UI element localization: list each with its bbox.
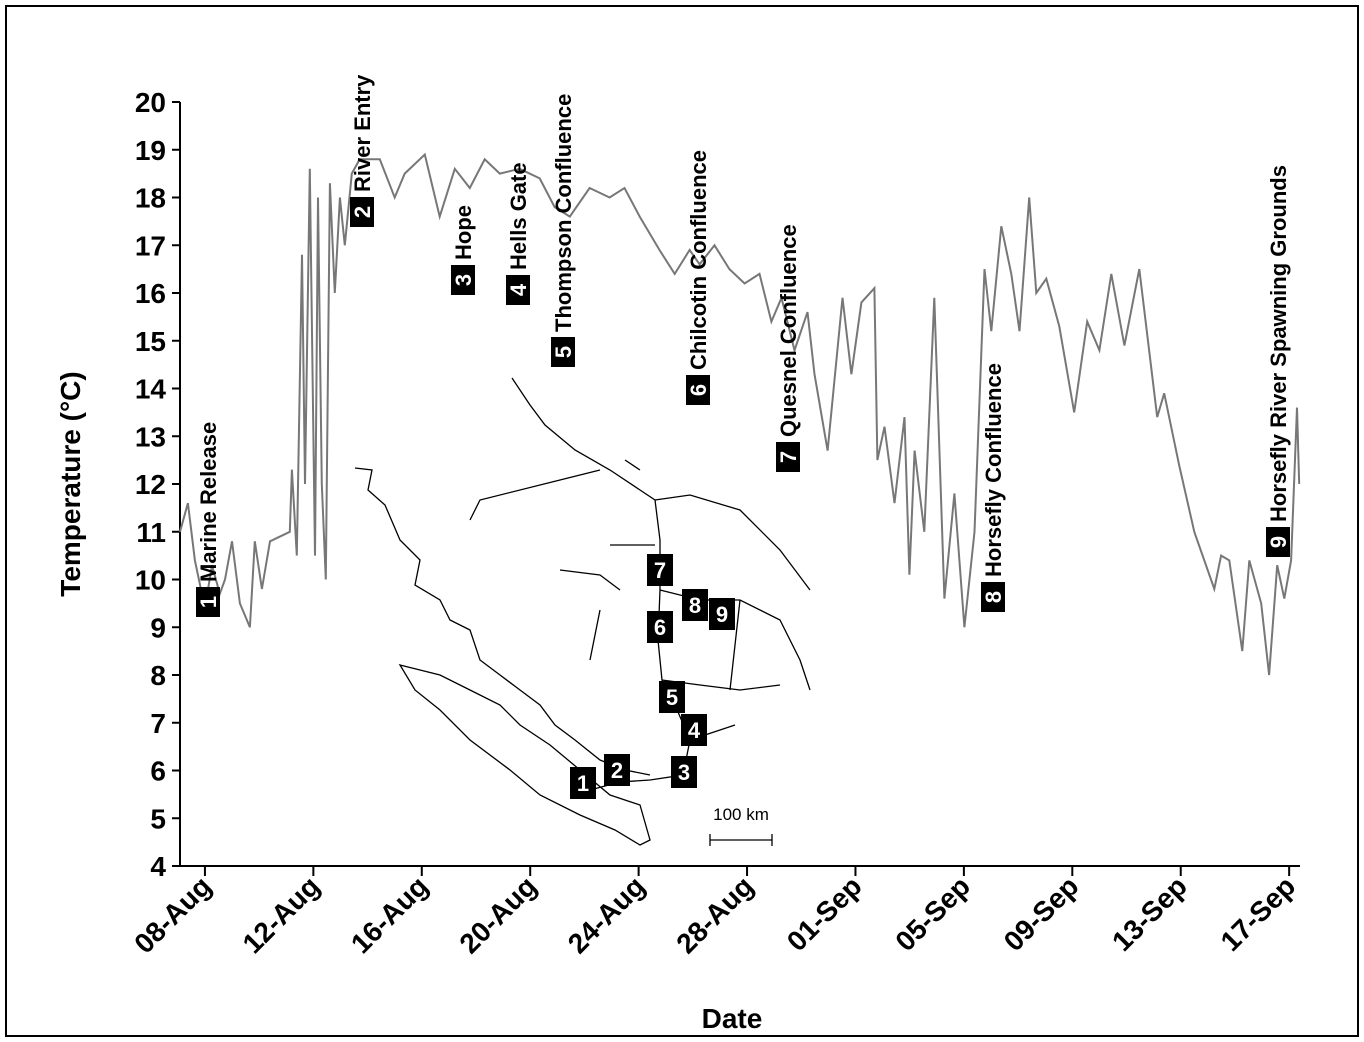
map-marker-number: 3 — [678, 760, 690, 785]
map-marker-box — [671, 756, 697, 788]
y-axis-title: Temperature (°C) — [55, 371, 86, 596]
marker-number: 6 — [686, 384, 711, 396]
y-tick-label: 20 — [135, 87, 166, 118]
map-marker-number: 4 — [688, 718, 701, 743]
marker-box — [981, 582, 1005, 612]
marker-number: 3 — [451, 274, 476, 286]
map-marker-box — [647, 611, 673, 643]
frame — [5, 5, 1359, 1037]
map-marker-number: 5 — [666, 685, 678, 710]
map-marker-number: 8 — [689, 593, 701, 618]
marker-box — [1266, 527, 1290, 557]
marker-number: 4 — [506, 283, 531, 296]
annotation-label: Marine Release — [196, 422, 221, 582]
y-tick-label: 17 — [135, 230, 166, 261]
marker-box — [776, 442, 800, 472]
marker-number: 7 — [776, 451, 801, 463]
marker-number: 2 — [350, 206, 375, 218]
annotation-label: Quesnel Confluence — [776, 224, 801, 437]
marker-number: 9 — [1266, 536, 1291, 548]
map-marker-box — [659, 681, 685, 713]
marker-number: 8 — [981, 591, 1006, 603]
y-tick-label: 7 — [150, 708, 166, 739]
map-marker-box — [682, 589, 708, 621]
coastline — [354, 467, 651, 776]
annotation-label: Hope — [451, 205, 476, 260]
annotation-label: Horsefly Confluence — [981, 363, 1006, 577]
marker-box — [451, 265, 475, 295]
y-tick-label: 6 — [150, 756, 166, 787]
y-tick-label: 8 — [150, 660, 166, 691]
map-marker-number: 2 — [611, 758, 623, 783]
y-tick-label: 14 — [135, 374, 167, 405]
map-marker-number: 7 — [654, 558, 666, 583]
map-marker-box — [570, 767, 596, 799]
map-marker-number: 6 — [654, 615, 666, 640]
map-scale-label: 100 km — [713, 805, 769, 824]
marker-box — [350, 197, 374, 227]
map-marker-box — [681, 714, 707, 746]
y-tick-label: 4 — [150, 851, 166, 882]
map-marker-box — [604, 754, 630, 786]
map-inset: 100 km — [354, 377, 811, 846]
y-tick-label: 19 — [135, 135, 166, 166]
map-marker-box — [709, 598, 735, 630]
map-marker-box — [647, 554, 673, 586]
marker-box — [196, 587, 220, 617]
y-tick-label: 15 — [135, 326, 166, 357]
marker-box — [686, 375, 710, 405]
y-tick-label: 10 — [135, 565, 166, 596]
annotation-label: Horsefly River Spawning Grounds — [1266, 165, 1291, 522]
marker-number: 5 — [551, 346, 576, 358]
annotation-label: Hells Gate — [506, 162, 531, 270]
y-tick-label: 9 — [150, 612, 166, 643]
scale-bar — [709, 834, 773, 846]
y-tick-label: 11 — [136, 517, 166, 548]
marker-box — [551, 337, 575, 367]
marker-box — [506, 275, 530, 305]
y-tick-label: 12 — [135, 469, 166, 500]
marker-number: 1 — [196, 596, 221, 608]
island — [398, 663, 651, 846]
y-tick-label: 18 — [135, 183, 166, 214]
y-tick-label: 13 — [135, 421, 166, 452]
y-tick-label: 5 — [150, 803, 166, 834]
annotation-label: Thompson Confluence — [551, 94, 576, 332]
annotation-label: Chilcotin Confluence — [686, 150, 711, 370]
temperature-line — [179, 152, 1301, 676]
map-marker-number: 9 — [716, 602, 728, 627]
map-marker-number: 1 — [577, 771, 589, 796]
annotation-label: River Entry — [350, 74, 375, 192]
y-tick-label: 16 — [135, 278, 166, 309]
x-axis-title: Date — [702, 1003, 763, 1034]
tributaries — [469, 459, 811, 741]
